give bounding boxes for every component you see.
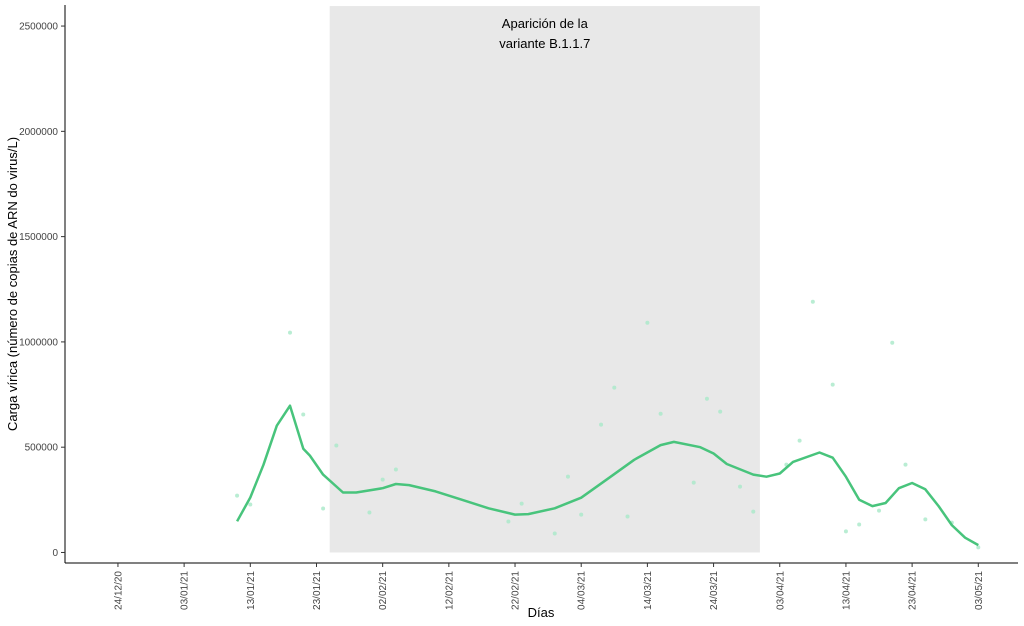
x-tick-label: 02/02/21 <box>378 571 389 610</box>
data-point <box>321 506 326 511</box>
data-point <box>857 522 862 527</box>
data-point <box>288 330 293 335</box>
data-point <box>393 467 398 472</box>
x-tick-label: 12/02/21 <box>444 571 455 610</box>
x-tick-label: 24/12/20 <box>113 571 124 610</box>
x-tick-label: 13/01/21 <box>246 571 257 610</box>
data-point <box>519 501 524 506</box>
data-point <box>301 412 306 417</box>
data-point <box>367 510 372 515</box>
data-point <box>599 422 604 427</box>
data-point <box>843 529 848 534</box>
y-tick-label: 0 <box>52 548 58 559</box>
data-point <box>579 512 584 517</box>
annotation: variante B.1.1.7 <box>499 36 590 51</box>
x-tick-label: 04/03/21 <box>577 571 588 610</box>
data-point <box>877 508 882 513</box>
data-point <box>612 385 617 390</box>
x-tick-label: 22/02/21 <box>511 571 522 610</box>
data-point <box>810 299 815 304</box>
data-point <box>691 480 696 485</box>
x-tick-label: 23/01/21 <box>312 571 323 610</box>
data-point <box>797 438 802 443</box>
data-point <box>718 409 723 414</box>
data-point <box>658 411 663 416</box>
x-tick-label: 03/05/21 <box>974 571 985 610</box>
data-point <box>645 320 650 325</box>
data-point <box>334 443 339 448</box>
x-axis-title: Días <box>528 605 555 620</box>
data-point <box>830 382 835 387</box>
data-point <box>976 545 981 550</box>
shaded-period <box>329 6 760 553</box>
x-tick-label: 23/04/21 <box>908 571 919 610</box>
y-tick-label: 1500000 <box>19 232 58 243</box>
y-tick-label: 500000 <box>25 443 59 454</box>
data-point <box>890 340 895 345</box>
data-point <box>903 462 908 467</box>
data-point <box>380 477 385 482</box>
data-point <box>506 519 511 524</box>
x-tick-label: 03/01/21 <box>180 571 191 610</box>
data-point <box>738 484 743 489</box>
y-tick-label: 2000000 <box>19 127 58 138</box>
data-point <box>565 474 570 479</box>
x-tick-label: 13/04/21 <box>841 571 852 610</box>
data-point <box>625 514 630 519</box>
data-point <box>235 493 240 498</box>
y-tick-label: 2500000 <box>19 22 58 33</box>
data-point <box>552 531 557 536</box>
annotation: Aparición de la <box>502 16 589 31</box>
data-point <box>751 509 756 514</box>
data-point <box>923 517 928 522</box>
data-point <box>248 502 253 507</box>
smooth-line <box>236 404 979 547</box>
x-tick-label: 03/04/21 <box>775 571 786 610</box>
x-tick-label: 24/03/21 <box>709 571 720 610</box>
data-point <box>704 396 709 401</box>
y-axis-title: Carga vírica (número de copias de ARN do… <box>5 137 20 431</box>
y-tick-label: 1000000 <box>19 337 58 348</box>
x-tick-label: 14/03/21 <box>643 571 654 610</box>
